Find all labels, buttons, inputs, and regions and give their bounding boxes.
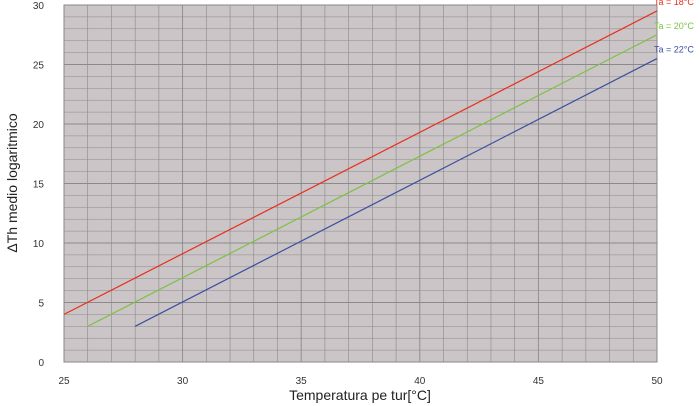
x-tick-label: 50 bbox=[651, 376, 663, 387]
plot-border bbox=[63, 4, 658, 363]
y-tick-label: 0 bbox=[38, 358, 44, 369]
series-line bbox=[87, 34, 658, 327]
x-tick-label: 35 bbox=[296, 376, 308, 387]
y-tick-labels: 0 5 10 15 20 25 30 bbox=[33, 1, 45, 369]
x-tick-label: 25 bbox=[58, 376, 70, 387]
series-label: Ta = 22°C bbox=[654, 45, 694, 55]
y-tick-label: 30 bbox=[33, 1, 45, 12]
series-label: Ta = 20°C bbox=[654, 21, 694, 31]
series-label: Ta = 18°C bbox=[654, 0, 694, 7]
series-labels: Ta = 18°C Ta = 20°C Ta = 22°C bbox=[654, 0, 694, 55]
y-tick-label: 20 bbox=[33, 120, 45, 131]
x-tick-labels: 25 30 35 40 45 50 bbox=[58, 376, 663, 387]
x-tick-label: 40 bbox=[414, 376, 426, 387]
x-tick-label: 45 bbox=[533, 376, 545, 387]
y-tick-label: 10 bbox=[33, 239, 45, 250]
series-line bbox=[63, 10, 658, 315]
x-tick-label: 30 bbox=[177, 376, 189, 387]
y-tick-label: 15 bbox=[33, 180, 45, 191]
y-tick-label: 25 bbox=[33, 61, 45, 72]
series-line bbox=[134, 58, 658, 327]
y-tick-label: 5 bbox=[38, 299, 44, 310]
y-axis-title: ΔTh medio logaritmico bbox=[4, 113, 20, 253]
horizontal-grid-lines bbox=[64, 16, 657, 351]
x-axis-title: Temperatura pe tur[°C] bbox=[289, 387, 431, 403]
series-lines bbox=[63, 10, 658, 327]
